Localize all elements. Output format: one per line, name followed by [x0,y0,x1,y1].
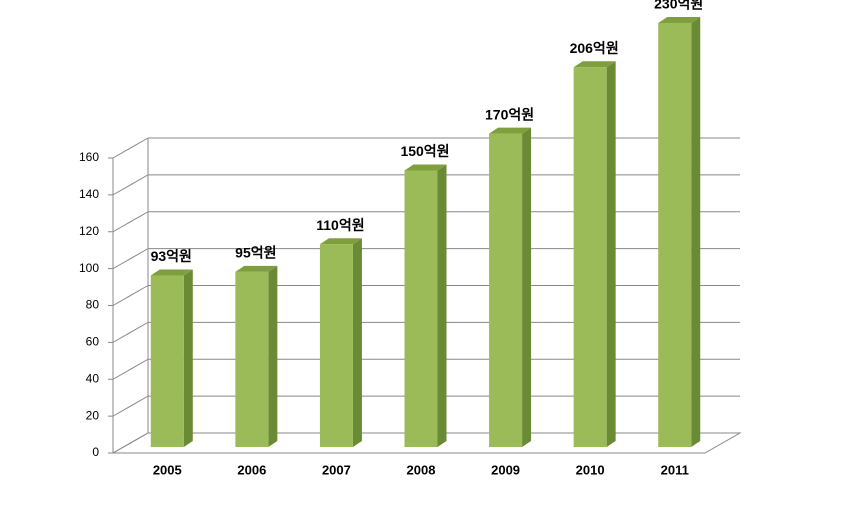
data-label: 230억원 [654,0,703,12]
x-tick-label: 2007 [322,462,351,477]
x-tick-label: 2005 [153,462,182,477]
data-label: 93억원 [151,248,192,264]
bar-top [319,238,362,245]
data-label: 110억원 [316,217,364,233]
grid-line [112,174,149,196]
bar [150,275,184,447]
data-label: 150억원 [400,143,449,159]
bar-side [691,16,701,447]
grid-line [112,248,149,270]
grid-line [112,211,149,233]
y-tick-label: 100 [79,261,99,275]
bar-top [404,164,447,171]
bar-top [658,16,701,23]
bar-side [352,238,362,447]
y-tick-label: 20 [86,408,100,422]
y-tick-label: 0 [92,445,99,459]
bar-side [522,127,532,447]
data-label: 95억원 [235,245,276,261]
grid-line [112,285,149,306]
y-tick-label: 120 [79,224,99,238]
x-tick-label: 2009 [491,462,520,477]
bar [573,67,607,447]
bar-top [573,61,616,68]
y-tick-label: 60 [86,335,100,349]
y-tick-label: 160 [79,150,99,164]
bar-top [235,265,278,272]
x-tick-label: 2011 [661,462,689,477]
y-tick-label: 40 [86,371,100,385]
bar-side [606,61,616,447]
bar-side [268,265,278,447]
data-label: 206억원 [570,40,619,56]
grid-line [112,137,149,159]
data-label: 170억원 [485,106,534,122]
bar-top [150,269,193,276]
bar [489,133,523,447]
bar-top [489,127,532,134]
x-tick-label: 2008 [407,462,436,477]
y-tick-label: 140 [79,187,99,201]
bar [404,170,438,447]
y-tick-label: 80 [86,298,100,312]
grid-line [112,432,149,454]
bar [658,22,692,447]
bar [319,244,353,447]
grid-line [112,395,149,417]
x-tick-label: 2010 [576,462,605,477]
bar [235,271,269,447]
grid-line [112,358,149,380]
grid-line [112,321,149,343]
x-tick-label: 2006 [237,462,266,477]
bar-side [437,164,447,447]
bar-side [183,269,193,447]
